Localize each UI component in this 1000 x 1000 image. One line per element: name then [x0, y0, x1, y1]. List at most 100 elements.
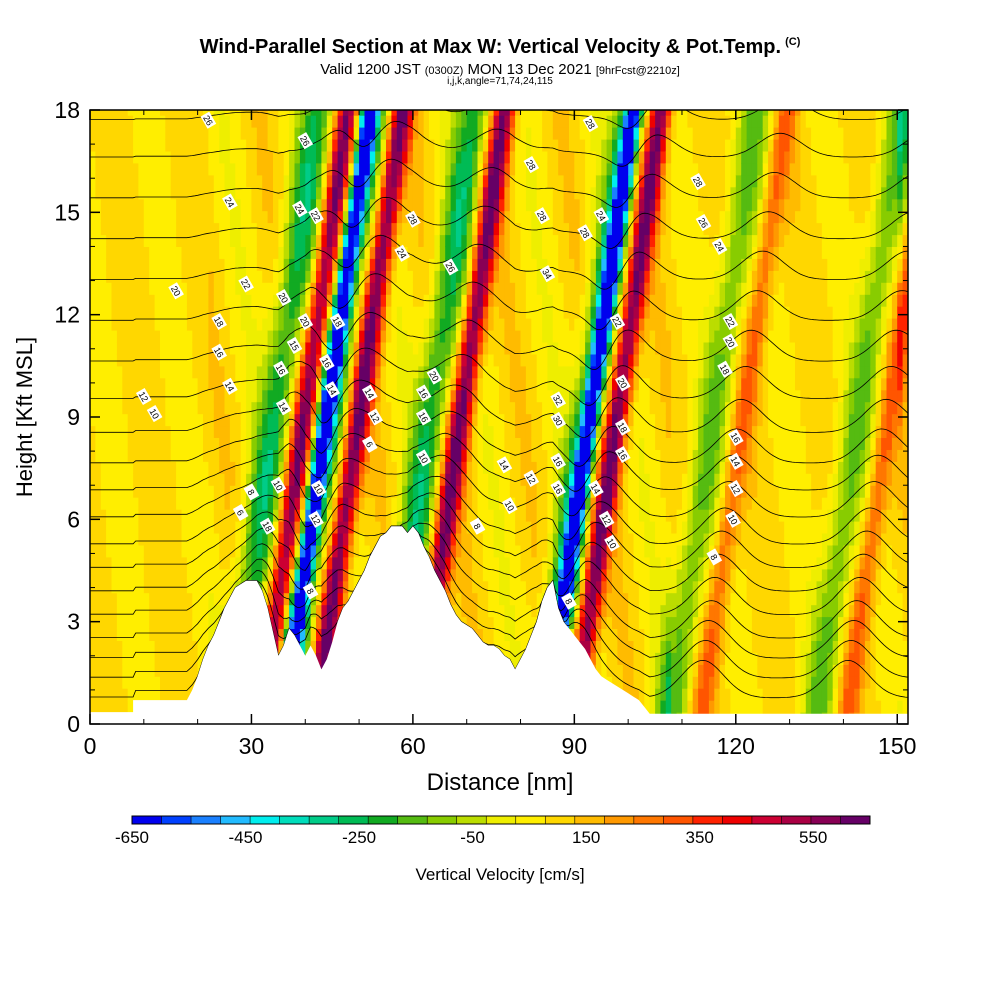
velocity-cell [294, 521, 301, 534]
velocity-cell [590, 544, 597, 558]
velocity-cell [90, 485, 96, 498]
velocity-cell [558, 353, 565, 367]
velocity-cell [219, 413, 226, 427]
velocity-cell [299, 353, 306, 367]
velocity-cell [547, 282, 554, 295]
velocity-cell [305, 127, 312, 140]
velocity-cell [348, 139, 355, 152]
velocity-cell [122, 342, 129, 355]
velocity-cell [525, 198, 532, 212]
velocity-cell [149, 461, 156, 474]
velocity-cell [100, 306, 107, 319]
velocity-cell [439, 330, 446, 343]
velocity-cell [106, 246, 113, 259]
velocity-cell [186, 377, 193, 391]
velocity-cell [439, 246, 446, 259]
velocity-cell [305, 377, 312, 391]
velocity-cell [235, 282, 242, 295]
velocity-cell [122, 139, 129, 152]
velocity-cell [235, 389, 242, 403]
velocity-cell [434, 568, 441, 582]
velocity-cell [95, 473, 102, 486]
velocity-cell [213, 258, 220, 271]
velocity-cell [472, 127, 479, 140]
velocity-cell [90, 401, 96, 415]
velocity-cell [380, 222, 387, 236]
velocity-cell [127, 294, 134, 307]
velocity-cell [332, 365, 339, 379]
velocity-cell [434, 270, 441, 283]
velocity-cell [386, 449, 392, 462]
velocity-cell [504, 592, 511, 606]
velocity-cell [542, 521, 549, 534]
velocity-cell [563, 210, 570, 224]
velocity-cell [273, 246, 279, 259]
velocity-cell [181, 342, 188, 355]
velocity-cell [106, 139, 113, 152]
velocity-cell [536, 198, 543, 212]
velocity-cell [273, 389, 279, 403]
velocity-cell [203, 568, 209, 582]
velocity-cell [208, 127, 215, 140]
velocity-cell [316, 110, 322, 116]
velocity-cell [240, 425, 247, 438]
velocity-cell [289, 115, 296, 128]
velocity-cell [482, 425, 489, 438]
velocity-cell [326, 150, 333, 164]
velocity-cell [100, 342, 107, 355]
velocity-cell [106, 676, 113, 689]
velocity-cell [369, 318, 376, 331]
velocity-cell [472, 568, 479, 582]
velocity-cell [229, 174, 236, 188]
velocity-cell [176, 521, 183, 534]
velocity-cell [235, 401, 242, 415]
velocity-cell [455, 139, 462, 152]
velocity-cell [353, 258, 360, 271]
velocity-cell [359, 473, 366, 486]
velocity-cell [192, 664, 199, 677]
velocity-cell [122, 270, 129, 283]
velocity-cell [316, 425, 322, 438]
velocity-cell [504, 437, 511, 450]
velocity-cell [326, 497, 333, 510]
velocity-cell [375, 174, 382, 188]
velocity-cell [321, 282, 328, 295]
velocity-cell [509, 139, 516, 152]
velocity-cell [203, 497, 209, 510]
velocity-cell [262, 497, 269, 510]
velocity-cell [116, 353, 123, 367]
velocity-cell [601, 616, 608, 629]
velocity-cell [310, 222, 317, 236]
velocity-cell [111, 628, 118, 641]
velocity-cell [407, 449, 414, 462]
velocity-cell [316, 497, 322, 510]
velocity-cell [450, 449, 457, 462]
velocity-cell [299, 425, 306, 438]
velocity-cell [488, 306, 495, 319]
velocity-cell [364, 544, 371, 558]
velocity-cell [90, 497, 96, 510]
velocity-cell [585, 497, 592, 510]
velocity-cell [590, 604, 597, 618]
velocity-cell [133, 521, 140, 534]
velocity-cell [267, 473, 274, 486]
velocity-cell [461, 270, 468, 283]
velocity-cell [229, 485, 236, 498]
velocity-cell [176, 461, 183, 474]
velocity-cell [466, 616, 473, 629]
velocity-cell [332, 604, 339, 618]
velocity-cell [224, 449, 231, 462]
velocity-cell [364, 186, 371, 200]
velocity-cell [100, 640, 107, 653]
velocity-cell [509, 174, 516, 188]
velocity-cell [326, 186, 333, 200]
velocity-cell [165, 294, 172, 307]
velocity-cell [100, 115, 107, 128]
velocity-cell [186, 353, 193, 367]
velocity-cell [402, 127, 409, 140]
velocity-cell [391, 186, 398, 200]
velocity-cell [407, 473, 414, 486]
velocity-cell [466, 413, 473, 427]
velocity-cell [208, 365, 215, 379]
velocity-cell [590, 353, 597, 367]
